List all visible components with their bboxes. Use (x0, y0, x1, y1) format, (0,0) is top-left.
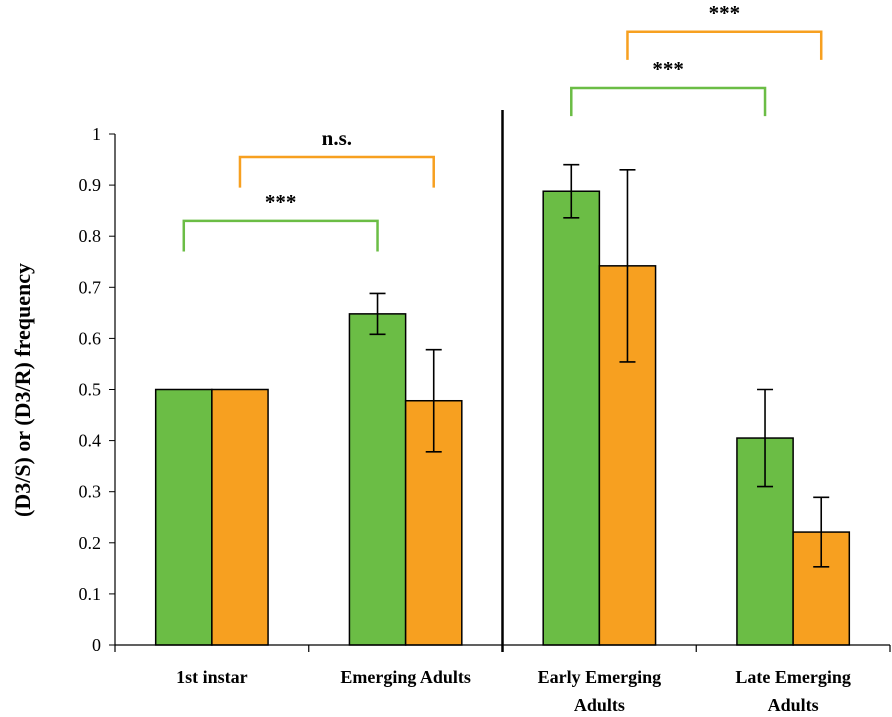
bar-series-0-cat-0 (154, 388, 213, 646)
category-label: Adults (574, 695, 625, 715)
y-tick-label: 0.8 (79, 226, 102, 246)
axes (114, 110, 891, 652)
y-tick-label: 0.5 (79, 380, 102, 400)
significance-bracket (238, 155, 435, 188)
significance-bracket (570, 86, 767, 117)
significance-brackets: *** n.s. *** *** (182, 1, 823, 252)
bars (154, 190, 851, 646)
category-label: Adults (768, 695, 819, 715)
significance-label: *** (265, 190, 297, 214)
y-tick-label: 0 (92, 635, 101, 655)
significance-label: *** (709, 1, 741, 25)
category-label: Late Emerging (735, 667, 850, 687)
y-tick-label: 0.7 (79, 277, 102, 297)
significance-label: n.s. (322, 126, 352, 150)
bar-series-1-cat-0 (211, 388, 269, 646)
y-tick-label: 0.4 (79, 431, 102, 451)
bar-series-0-cat-2 (542, 190, 601, 646)
significance-bracket (626, 30, 823, 60)
y-axis-title: (D3/S) or (D3/R) frequency (10, 263, 35, 517)
significance-label: *** (652, 57, 684, 81)
y-tick-label: 0.9 (79, 175, 102, 195)
significance-bracket (182, 219, 379, 252)
y-tick-label: 0.6 (79, 328, 102, 348)
y-tick-label: 0.2 (79, 533, 102, 553)
y-tick-label: 0.1 (79, 584, 102, 604)
y-ticks: 0 0.1 0.2 0.3 0.4 0.5 0.6 0.7 0.8 0.9 1 (79, 124, 115, 655)
category-labels: 1st instar Emerging Adults Early Emerging A… (176, 667, 851, 715)
category-label: Early Emerging (538, 667, 662, 687)
bar-series-0-cat-1 (348, 313, 407, 646)
y-tick-label: 0.3 (79, 482, 102, 502)
y-tick-label: 1 (92, 124, 101, 144)
category-label: 1st instar (176, 667, 248, 687)
category-label: Emerging Adults (340, 667, 471, 687)
error-bars (369, 163, 830, 568)
